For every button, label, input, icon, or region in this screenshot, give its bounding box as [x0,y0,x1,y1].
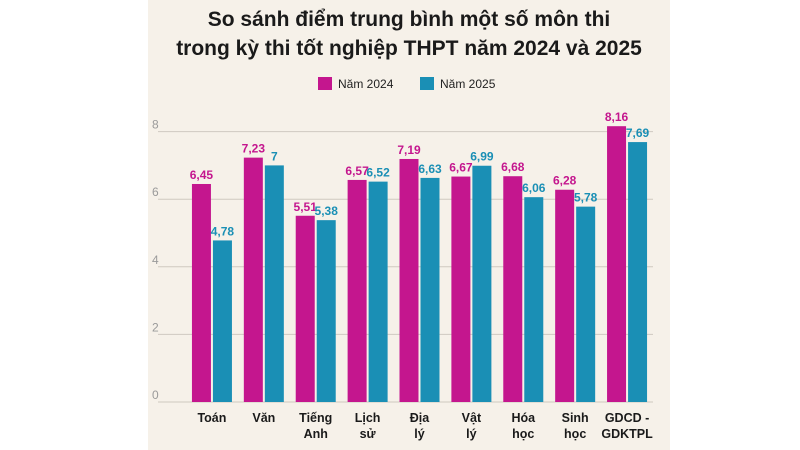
bar-2025 [576,206,596,402]
data-label-2025: 6,63 [418,162,442,176]
bar-2025 [316,220,336,402]
bar-2025 [472,165,492,402]
data-label-2024: 8,16 [605,110,629,124]
bars: 6,45 4,78 7,23 7 5,515,38 6,576,52 7,19 6,63 6,6… [190,110,650,402]
data-label-2024: 6,68 [501,160,525,174]
bar-2025 [368,181,388,402]
chart-title-line-2: trong kỳ thi tốt nghiệp THPT năm 2024 và… [176,37,642,60]
legend: Năm 2024 Năm 2025 [318,77,496,91]
x-category-label: Toán [197,411,226,425]
data-label-2025: 6,06 [522,181,546,195]
x-category-label: học [512,427,534,441]
data-label-2025: 5,78 [574,191,598,205]
x-category-label: Địa [410,411,431,425]
bar-2024 [503,176,523,402]
x-category-label: Văn [252,411,275,425]
data-label-2025: 6,99 [470,150,494,164]
bar-2025 [420,177,440,402]
data-label-2025: 6,52 [366,166,390,180]
x-axis: Toán Văn Tiếng Anh Lịch sử Địa lý Vật lý Hóa học Sin… [197,411,653,441]
bar-2024 [295,215,315,402]
x-category-label: Tiếng [299,411,332,425]
bar-2024 [243,157,263,402]
y-axis: 0 2 4 6 8 [152,118,159,402]
y-tick-label: 6 [152,185,159,199]
x-category-label: Vật [462,411,482,425]
data-label-2025: 7 [271,149,278,163]
bar-2024 [399,158,419,402]
chart-panel: So sánh điểm trung bình một số môn thi t… [148,0,670,450]
y-tick-label: 4 [152,253,159,267]
y-tick-label: 0 [152,388,159,402]
data-label-2024: 7,23 [242,142,266,156]
bar-2024 [555,189,575,402]
data-label-2024: 7,19 [397,143,421,157]
data-label-2025: 5,38 [315,204,339,218]
data-label-2025: 7,69 [626,126,650,140]
chart-title-line-1: So sánh điểm trung bình một số môn thi [208,8,611,31]
x-category-label: học [564,427,586,441]
bar-2025 [264,165,284,402]
bar-2025 [628,142,648,402]
x-category-label: Hóa [511,411,536,425]
x-category-label: sử [360,427,377,441]
x-category-label: Sinh [562,411,589,425]
y-tick-label: 8 [152,118,159,132]
x-category-label: lý [414,427,424,441]
legend-swatch-2024 [318,77,332,90]
x-category-label: Lịch [355,411,381,425]
data-label-2024: 6,57 [345,164,369,178]
data-label-2025: 4,78 [211,224,235,238]
x-category-label: GDCD - [605,411,649,425]
data-label-2024: 5,51 [294,200,318,214]
data-label-2024: 6,28 [553,174,577,188]
x-category-label: GDKTPL [601,427,653,441]
data-label-2024: 6,45 [190,168,214,182]
bar-2024 [451,176,471,402]
bar-2025 [524,197,544,402]
legend-swatch-2025 [420,77,434,90]
x-category-label: lý [466,427,476,441]
bar-2024 [347,179,367,402]
legend-label-2025: Năm 2025 [440,77,496,91]
data-label-2024: 6,67 [449,161,473,175]
bar-2024 [191,183,211,402]
bar-chart: So sánh điểm trung bình một số môn thi t… [152,8,653,441]
x-category-label: Anh [304,427,328,441]
bar-2024 [607,126,627,402]
bar-2025 [212,240,232,402]
legend-label-2024: Năm 2024 [338,77,394,91]
y-tick-label: 2 [152,320,159,334]
